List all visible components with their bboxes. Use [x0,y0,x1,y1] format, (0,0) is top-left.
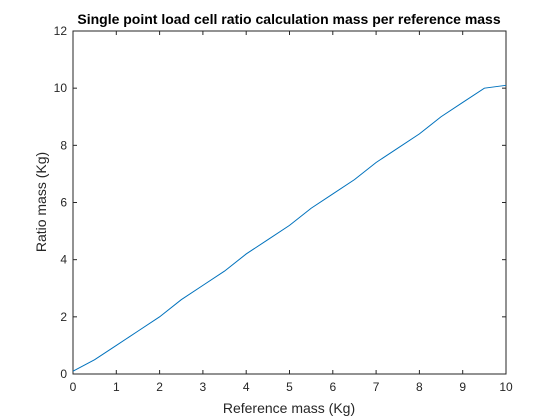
plot-area [72,30,507,375]
data-point [71,369,75,373]
data-point [288,223,292,227]
data-point [266,238,270,242]
chart-title: Single point load cell ratio calculation… [77,11,500,27]
y-tick-label: 2 [60,310,67,324]
data-point [244,252,248,256]
x-tick-label: 6 [329,380,336,394]
x-tick-label: 3 [200,380,207,394]
series-line [72,84,507,372]
data-point [331,192,335,196]
x-tick-label: 0 [70,380,77,394]
data-point [114,343,118,347]
data-point [352,178,356,182]
data-point [396,146,400,150]
y-tick-label: 4 [60,253,67,267]
data-point [158,315,162,319]
data-point [439,115,443,119]
x-axis: 0 1 2 3 4 5 6 7 8 9 10 [70,31,513,394]
x-tick-label: 4 [243,380,250,394]
x-tick-label: 7 [373,380,380,394]
x-tick-label: 5 [286,380,293,394]
x-tick-label: 2 [156,380,163,394]
data-point [179,298,183,302]
y-tick-label: 8 [60,138,67,152]
data-point [309,206,313,210]
x-tick-label: 10 [499,380,513,394]
y-tick-label: 6 [60,196,67,210]
data-point [136,329,140,333]
data-point [93,358,97,362]
y-tick-label: 12 [54,24,68,38]
x-tick-label: 8 [416,380,423,394]
data-point [417,132,421,136]
x-tick-label: 9 [459,380,466,394]
data-point [201,283,205,287]
x-axis-label: Reference mass (Kg) [223,400,355,416]
data-point [461,100,465,104]
data-point [374,160,378,164]
y-axis: 0 2 4 6 8 10 12 [54,24,506,381]
y-tick-label: 0 [60,367,67,381]
data-point [504,83,508,87]
y-tick-label: 10 [54,81,68,95]
x-tick-label: 1 [113,380,120,394]
data-point [482,86,486,90]
y-axis-label: Ratio mass (Kg) [33,152,49,252]
data-point [223,269,227,273]
series-layer [71,83,508,373]
